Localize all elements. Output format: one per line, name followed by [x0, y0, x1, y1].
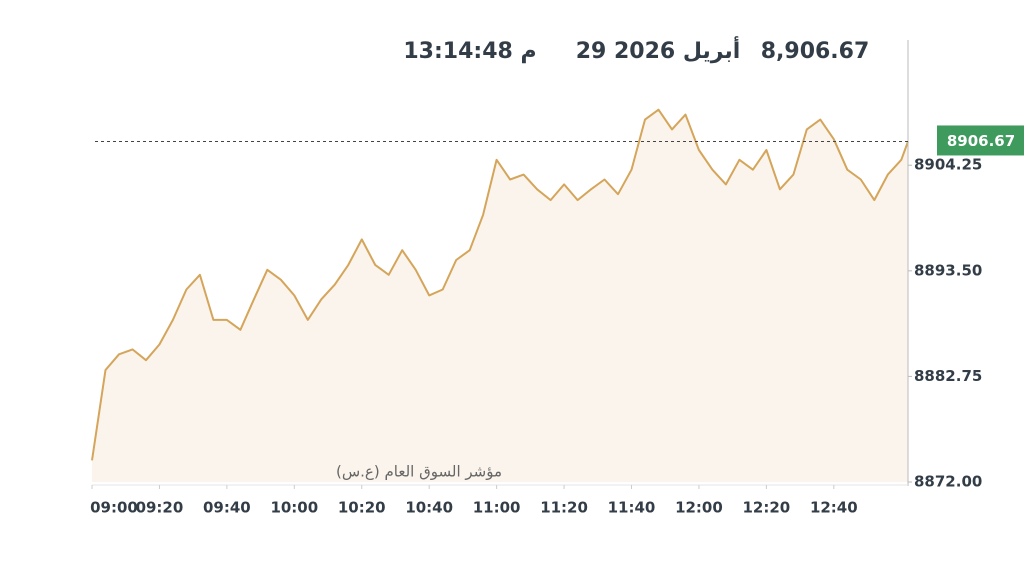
x-tick-label: 11:00	[473, 499, 521, 517]
y-tick-label: 8872.00	[914, 473, 982, 491]
x-tick-label: 12:00	[675, 499, 723, 517]
header-value: 8,906.67	[761, 39, 870, 64]
x-tick-label: 11:20	[540, 499, 588, 517]
x-tick-label: 10:20	[338, 499, 386, 517]
series-label: مؤشر السوق العام (ع.س)	[336, 463, 502, 481]
header-date: 29 أبريل 2026	[576, 35, 741, 64]
y-tick-label: 8893.50	[914, 261, 982, 279]
current-value-label: 8906.67	[947, 132, 1015, 150]
x-tick-label: 09:00	[90, 499, 138, 517]
x-tick-label: 09:20	[136, 499, 184, 517]
current-value-badge	[937, 125, 1024, 156]
header-time: 13:14:48 م	[403, 39, 536, 64]
y-tick-label: 8882.75	[914, 367, 982, 385]
x-tick-label: 09:40	[203, 499, 251, 517]
line	[91, 108, 909, 461]
x-tick-label: 10:40	[405, 499, 453, 517]
x-tick-label: 12:40	[810, 499, 858, 517]
area	[92, 109, 908, 482]
x-tick-label: 12:20	[743, 499, 791, 517]
y-tick-label: 8904.25	[914, 156, 982, 174]
x-tick-label: 11:40	[608, 499, 656, 517]
x-tick-label: 10:00	[270, 499, 318, 517]
